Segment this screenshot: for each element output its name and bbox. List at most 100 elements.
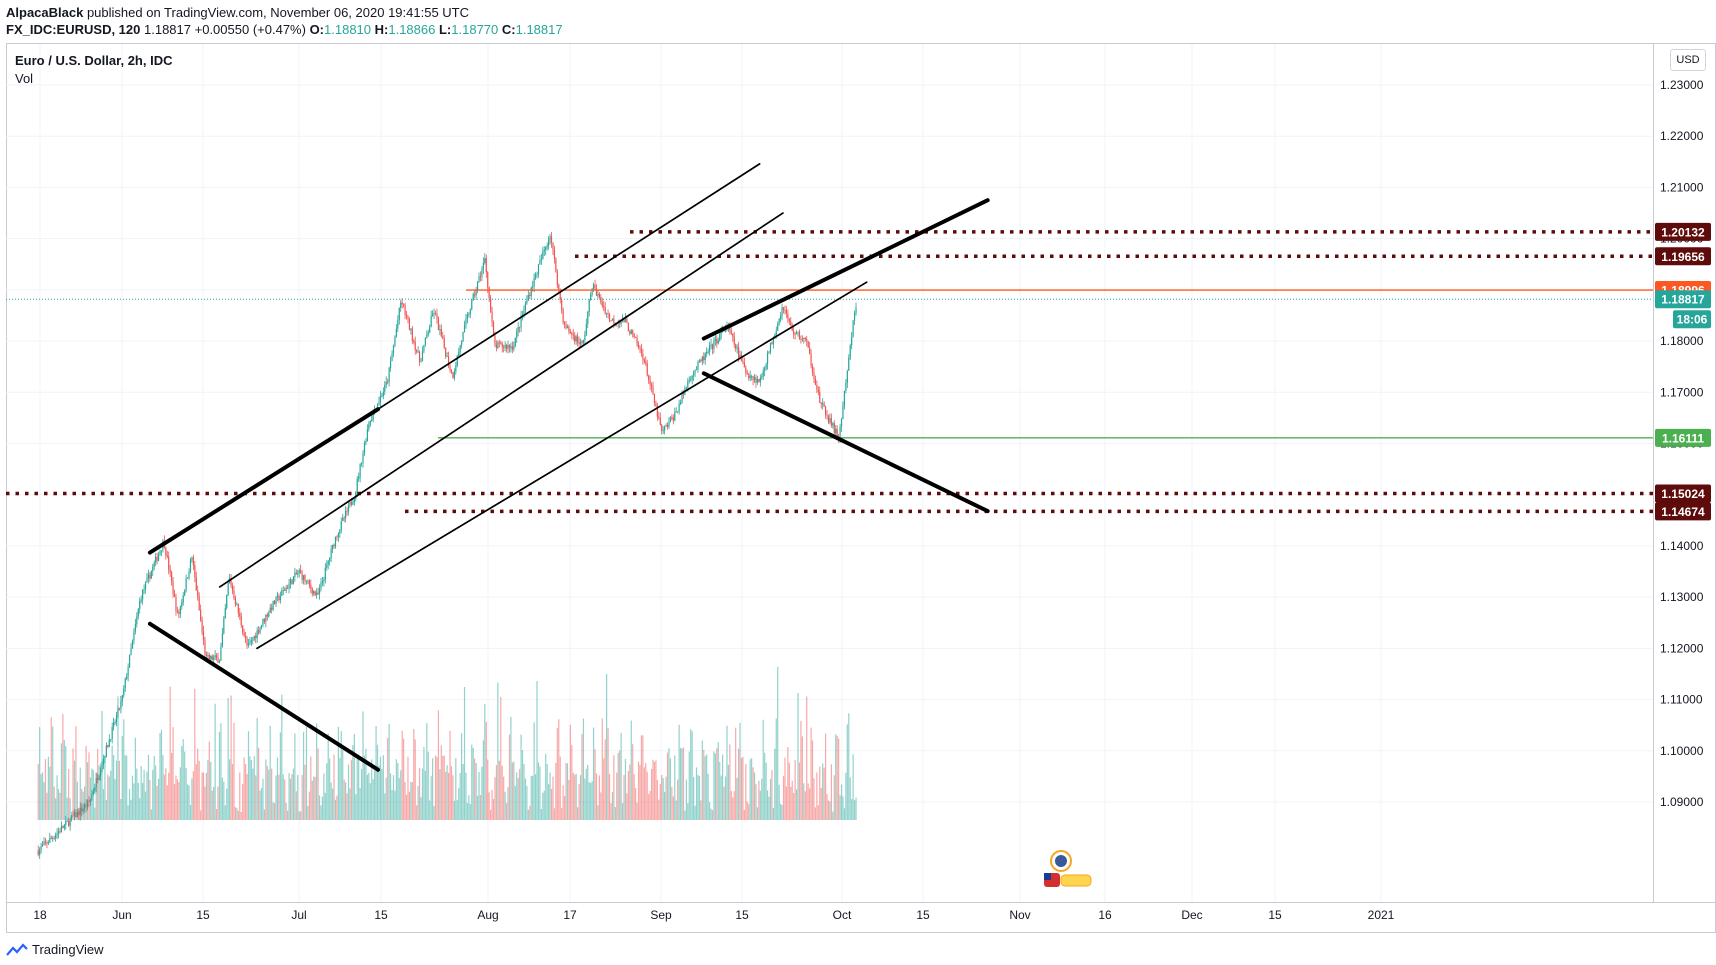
candle-body: [833, 423, 835, 433]
trend-line[interactable]: [256, 281, 868, 650]
volume-bar: [382, 755, 384, 820]
volume-bar: [627, 771, 629, 820]
price-badge: [1655, 502, 1711, 521]
candle-body: [227, 582, 229, 596]
volume-bar: [764, 752, 766, 820]
candle-body: [508, 345, 511, 348]
trend-line[interactable]: [701, 371, 990, 514]
candle-body: [432, 313, 434, 317]
author-name[interactable]: AlpacaBlack: [6, 5, 84, 20]
candle-body: [708, 345, 711, 352]
candle-body: [459, 345, 461, 353]
candle-body: [694, 369, 696, 373]
volume-bar: [307, 805, 309, 820]
candle-body: [110, 739, 112, 740]
volume-bar: [388, 724, 390, 820]
currency-button[interactable]: USD: [1670, 49, 1706, 71]
candle-body: [563, 322, 566, 325]
candle-body: [714, 338, 716, 341]
time-axis[interactable]: 18 Jun 15 Jul 15 Aug 17 Sep 15 Oct 15 Nov 16 Dec 15 202…: [33, 908, 1394, 922]
volume-bar: [279, 732, 281, 820]
candle-body: [443, 338, 445, 348]
candle-body: [118, 708, 121, 710]
volume-bar: [273, 803, 276, 820]
candle-body: [827, 415, 830, 423]
candle-body: [822, 403, 824, 405]
candle-body: [755, 377, 757, 383]
close-label: C:: [501, 22, 516, 37]
candle-body: [291, 579, 293, 585]
volume-bar: [814, 807, 817, 820]
volume-bar: [527, 809, 529, 820]
candle-body: [52, 837, 54, 839]
volume-bar: [455, 758, 457, 820]
trend-line[interactable]: [701, 198, 990, 341]
volume-bar: [452, 775, 454, 820]
candle-body: [800, 338, 802, 340]
candle-body: [736, 347, 738, 349]
volume-bar: [620, 733, 622, 820]
candle-body: [642, 353, 644, 360]
volume-bar: [160, 729, 163, 820]
volume-bar: [603, 758, 605, 820]
candle-body: [221, 633, 223, 648]
candle-body: [149, 574, 151, 579]
volume-bar: [465, 772, 467, 820]
candle-body: [173, 594, 176, 597]
candle-body: [572, 334, 574, 336]
volume-bar: [117, 696, 119, 820]
candle-body: [461, 341, 463, 346]
volume-bar: [310, 756, 312, 820]
volume-bar: [736, 777, 738, 820]
candle-body: [350, 502, 353, 505]
candle-body: [68, 820, 70, 826]
volume-bar: [822, 763, 824, 820]
candle-body: [533, 277, 535, 287]
footer[interactable]: TradingView: [6, 942, 104, 957]
candle-body: [146, 578, 148, 583]
candle-body: [69, 818, 71, 826]
volume-bar: [60, 743, 63, 820]
y-tick-label: 1.13000: [1660, 590, 1704, 604]
candle-body: [316, 592, 318, 596]
candle-body: [271, 607, 273, 610]
candle-body: [732, 333, 734, 337]
volume-bar: [281, 694, 283, 820]
trend-line[interactable]: [377, 163, 761, 411]
trend-line[interactable]: [147, 407, 380, 555]
volume-bar: [188, 785, 190, 820]
volume-bar: [584, 778, 586, 820]
volume-bar: [110, 770, 112, 820]
candle-body: [466, 314, 469, 319]
volume-bar: [252, 768, 254, 820]
flag-icon[interactable]: [1044, 873, 1092, 887]
volume-bar: [288, 773, 290, 820]
trend-line[interactable]: [218, 212, 784, 588]
volume-bar: [313, 776, 315, 820]
candle-body: [50, 837, 52, 839]
trend-line[interactable]: [147, 621, 380, 772]
volume-bar: [524, 778, 527, 820]
volume-bar: [214, 703, 216, 820]
candle-body: [590, 294, 592, 301]
volume-bar: [423, 747, 425, 820]
price-chart[interactable]: 1.230001.220001.210001.200001.190001.180…: [0, 0, 1716, 940]
candle-body: [501, 343, 503, 348]
candle-body: [730, 331, 732, 334]
volume-bar: [461, 733, 463, 820]
volume-bar: [397, 762, 399, 820]
volume-bar: [594, 749, 596, 820]
candle-body: [659, 418, 661, 425]
volume-bar: [246, 774, 248, 820]
volume-bar: [753, 772, 756, 820]
candle-body: [674, 411, 676, 421]
events-icon[interactable]: [1050, 850, 1072, 872]
volume-bar: [55, 798, 57, 820]
volume-bar: [98, 765, 100, 820]
volume-bar: [691, 731, 693, 820]
volume-bar: [446, 765, 448, 820]
candle-body: [378, 402, 380, 405]
candle-body: [472, 294, 474, 300]
volume-bar: [737, 748, 740, 820]
candle-body: [669, 417, 672, 422]
